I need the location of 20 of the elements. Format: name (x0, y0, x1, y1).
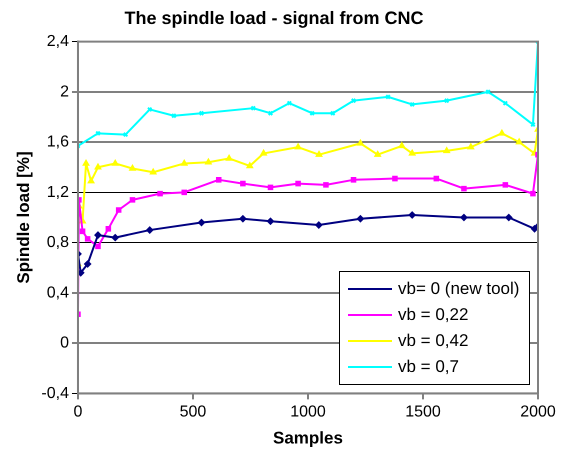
y-tick-label: 2,4 (46, 33, 70, 50)
x-tick-label: 0 (74, 403, 83, 420)
chart-title: The spindle load - signal from CNC (124, 8, 424, 28)
legend-label: vb = 0,22 (398, 304, 468, 326)
x-axis-title: Samples (273, 428, 343, 448)
y-axis-title: Spindle load [%] (14, 151, 33, 284)
x-tick-label: 2000 (520, 403, 556, 420)
y-tick-label: -0,4 (41, 384, 70, 402)
legend-label: vb= 0 (new tool) (398, 278, 520, 300)
y-tick-label: 2 (60, 83, 70, 100)
legend-label: vb = 0,7 (398, 356, 459, 378)
x-tick-label: 500 (180, 403, 206, 420)
y-tick-label: 1,2 (46, 184, 70, 201)
y-tick-label: 0 (60, 334, 70, 352)
x-tick-label: 1500 (405, 403, 441, 420)
x-tick-label: 1000 (290, 403, 326, 420)
legend-label: vb = 0,42 (398, 330, 468, 352)
y-tick-label: 0,8 (46, 234, 70, 252)
y-tick-label: 0,4 (46, 284, 70, 302)
y-tick-label: 1,6 (46, 134, 70, 151)
